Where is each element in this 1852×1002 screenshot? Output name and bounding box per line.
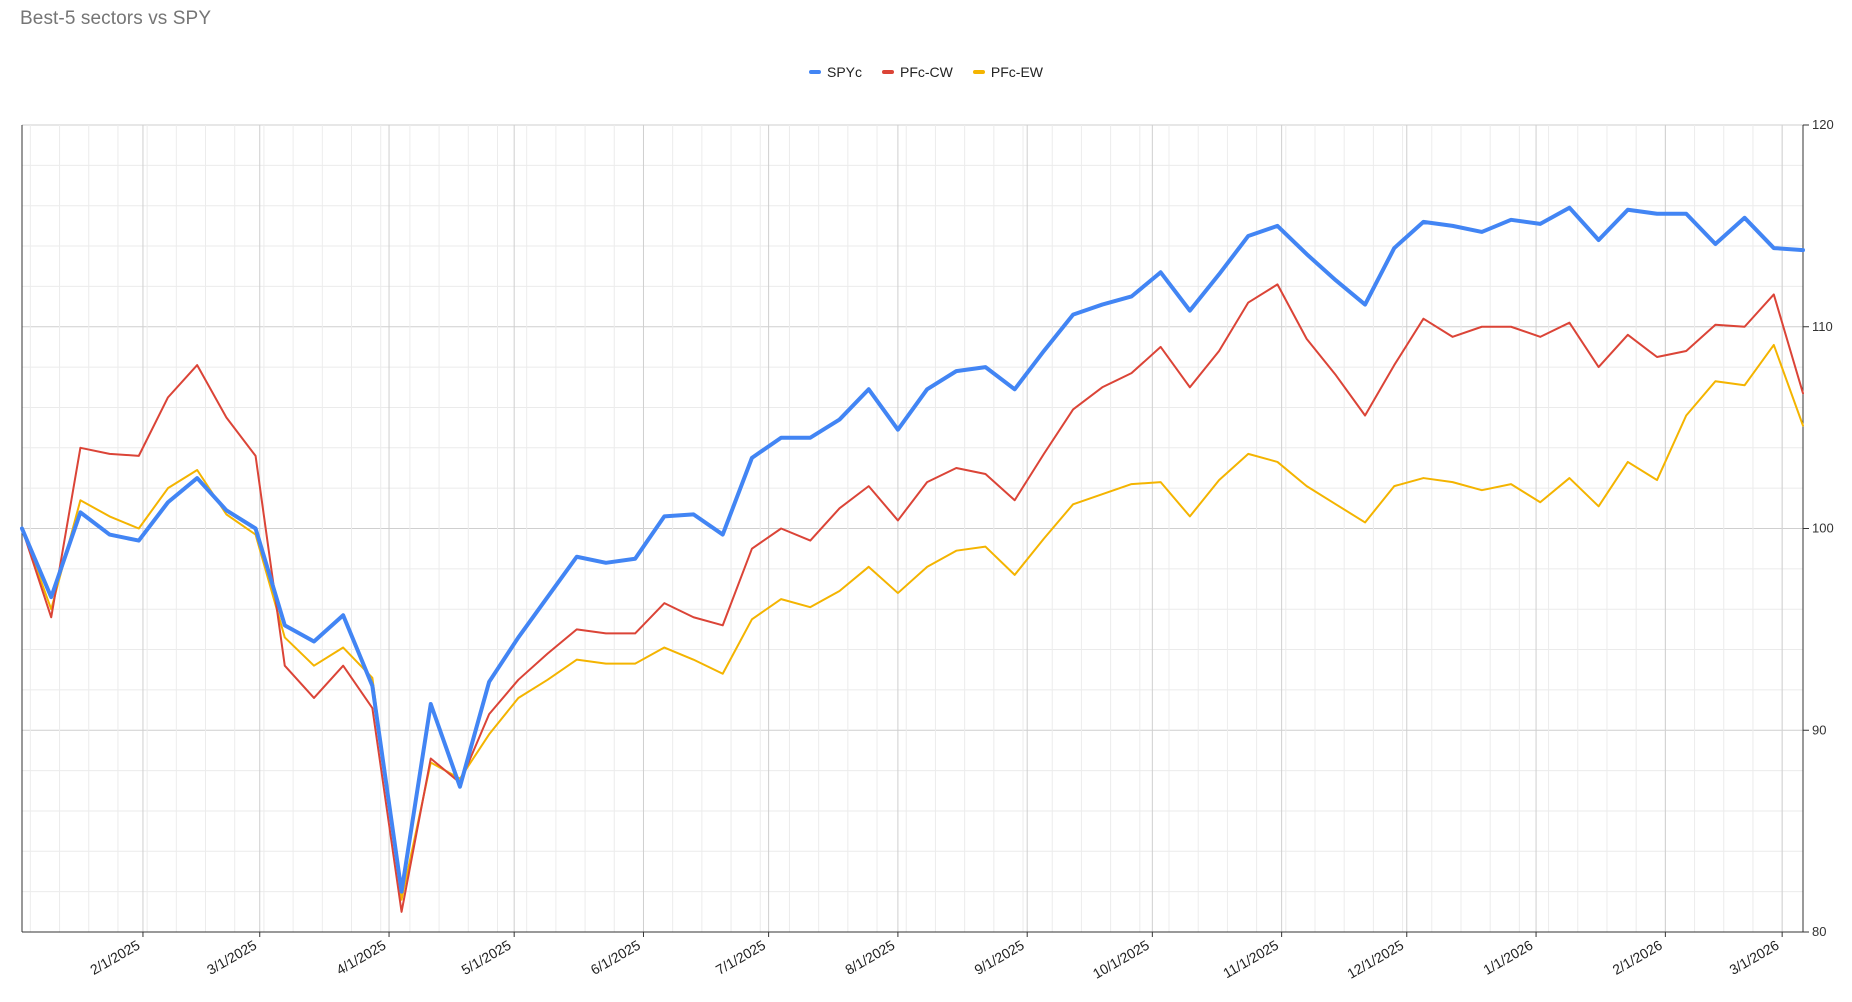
x-tick-label: 2/1/2026 <box>1610 937 1665 978</box>
legend-swatch-pfc-cw <box>882 70 894 74</box>
legend-swatch-spyc <box>808 70 821 74</box>
legend-item-spyc[interactable]: SPYc <box>808 64 862 80</box>
x-tick-label: 4/1/2025 <box>333 937 388 978</box>
x-tick-label: 1/1/2026 <box>1480 937 1535 978</box>
x-tick-label: 8/1/2025 <box>842 937 897 978</box>
y-tick-label: 90 <box>1812 722 1826 737</box>
legend-swatch-pfc-ew <box>972 70 985 74</box>
legend-label-spyc: SPYc <box>826 64 862 80</box>
y-tick-label: 100 <box>1812 521 1834 536</box>
series-line-spyc <box>20 205 1805 894</box>
legend-item-pfc-cw[interactable]: PFc-CW <box>882 64 953 80</box>
x-tick-label: 12/1/2025 <box>1344 937 1406 982</box>
chart-title: Best-5 sectors vs SPY <box>20 8 212 29</box>
x-tick-label: 6/1/2025 <box>588 937 643 978</box>
x-tick-label: 7/1/2025 <box>713 937 768 978</box>
legend-label-pfc-cw: PFc-CW <box>900 64 953 80</box>
series-line-pfc-cw <box>21 283 1804 913</box>
x-tick-label: 11/1/2025 <box>1220 937 1281 982</box>
x-tick-label: 3/1/2025 <box>204 937 259 978</box>
x-tick-label: 10/1/2025 <box>1090 937 1152 982</box>
y-tick-label: 120 <box>1812 117 1834 132</box>
y-tick-label: 110 <box>1812 319 1833 334</box>
legend-item-pfc-ew[interactable]: PFc-EW <box>972 64 1043 80</box>
legend-label-pfc-ew: PFc-EW <box>990 64 1043 80</box>
x-tick-label: 2/1/2025 <box>87 937 142 978</box>
y-tick-label: 80 <box>1812 924 1826 939</box>
chart-legend: SPYc PFc-CW PFc-EW <box>0 64 1852 80</box>
x-tick-label: 9/1/2025 <box>972 937 1027 978</box>
series-line-pfc-ew <box>21 343 1804 901</box>
x-tick-label: 5/1/2025 <box>458 937 513 978</box>
grid-lines <box>22 124 1803 933</box>
x-tick-label: 3/1/2026 <box>1726 937 1781 978</box>
